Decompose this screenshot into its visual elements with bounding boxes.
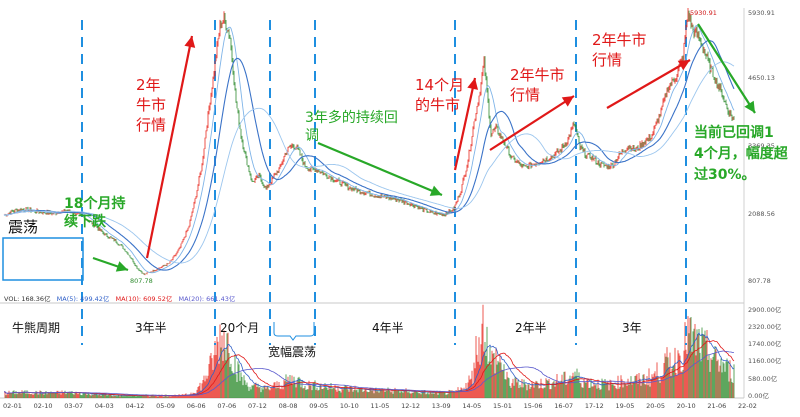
x-tick-label: 19-05 — [616, 402, 635, 410]
cycle-segment: 2年半 — [515, 321, 547, 335]
volume-tick: 580.00亿 — [748, 374, 778, 383]
cycle-segment: 3年半 — [135, 321, 167, 335]
correction-3y-label: 3年多的持续回 调 — [305, 109, 402, 144]
volume-legend-ma10: MA(10): 609.52亿 — [116, 294, 173, 303]
trend-arrow-head — [467, 78, 479, 90]
oscillation-label: 震荡 — [8, 218, 38, 236]
volume-tick: 1740.00亿 — [748, 339, 782, 348]
volume-legend-vol: VOL: 168.36亿 — [4, 294, 51, 303]
x-tick-label: 04-03 — [95, 402, 114, 410]
x-tick-label: 03-07 — [64, 402, 83, 410]
trend-arrow-head — [744, 100, 755, 113]
volume-tick: 2320.00亿 — [748, 322, 782, 331]
trough-value-label: 807.78 — [130, 277, 153, 285]
x-tick-label: 22-02 — [738, 402, 757, 410]
x-tick-label: 10-10 — [340, 402, 359, 410]
x-tick-label: 13-09 — [432, 402, 451, 410]
volume-ma-line — [4, 350, 734, 396]
price-tick: 3369.35 — [748, 142, 775, 150]
trend-arrow-line — [453, 77, 477, 171]
x-tick-label: 04-12 — [126, 402, 145, 410]
volume-ma-line — [4, 332, 735, 397]
volume-legend-ma20: MA(20): 661.43亿 — [178, 294, 235, 303]
x-axis-ticks: 02-01 02-10 03-07 04-03 04-12 05-09 06-06 07-06… — [3, 402, 757, 410]
price-ma-lines — [3, 25, 735, 274]
x-tick-label: 21-06 — [707, 402, 726, 410]
x-tick-label: 20-05 — [646, 402, 665, 410]
current-correction-label: 当前已回调1 4个月，幅度超 过30%。 — [694, 124, 793, 183]
volume-tick: 1160.00亿 — [748, 356, 782, 365]
cycle-segment: 20个月 — [220, 321, 259, 335]
bull-2y-2-label: 2年牛市 行情 — [510, 66, 569, 104]
volume-bars — [4, 304, 735, 398]
trend-arrows — [92, 23, 756, 272]
x-tick-label: 07-12 — [248, 402, 267, 410]
price-ma-line — [3, 39, 735, 271]
x-tick-label: 16-07 — [554, 402, 573, 410]
price-tick: 5930.91 — [748, 9, 775, 17]
volume-ma-lines — [4, 332, 735, 397]
trend-arrow-head — [115, 261, 128, 272]
price-tick: 4650.13 — [748, 74, 775, 82]
price-tick: 2088.56 — [748, 210, 775, 218]
volume-ma-line — [4, 340, 735, 397]
x-tick-label: 06-06 — [187, 402, 206, 410]
trend-arrow-line — [489, 95, 575, 151]
x-tick-label: 15-01 — [493, 402, 512, 410]
x-tick-label: 02-10 — [34, 402, 53, 410]
chart-text: 5930.91 4650.13 3369.35 2088.56 807.78 2… — [2, 9, 793, 410]
volume-legend: VOL: 168.36亿 MA(5): 499.42亿 MA(10): 609.… — [4, 294, 236, 303]
trend-arrow-head — [429, 185, 442, 196]
x-tick-label: 05-09 — [156, 402, 175, 410]
x-tick-label: 11-05 — [371, 402, 390, 410]
price-ma-line — [3, 25, 735, 274]
oscillation-bracket-label: 宽幅震荡 — [268, 344, 316, 359]
trend-arrow-head — [184, 36, 196, 48]
bull-14m-label: 14个月 的牛市 — [415, 76, 469, 114]
oscillation-bracket — [273, 322, 315, 341]
cycle-segment: 3年 — [622, 321, 642, 335]
trend-arrow-head — [677, 60, 690, 71]
x-tick-label: 14-05 — [462, 402, 481, 410]
trend-arrow-head — [561, 96, 574, 107]
bull-2y-3-label: 2年牛市 行情 — [592, 31, 651, 69]
bull-2y-1-label: 2年 牛市 行情 — [136, 76, 171, 134]
price-tick: 807.78 — [748, 277, 771, 285]
x-tick-label: 02-01 — [3, 402, 22, 410]
peak-value-label: 5930.91 — [690, 9, 717, 17]
price-ma-line — [3, 61, 735, 264]
decline-18m-label: 18个月持 续下跌 — [64, 195, 130, 230]
trend-arrow-line — [697, 23, 756, 114]
x-tick-label: 09-05 — [309, 402, 328, 410]
cycle-title: 牛熊周期 — [12, 320, 60, 335]
oscillation-box — [2, 237, 84, 281]
x-tick-label: 17-12 — [585, 402, 604, 410]
x-tick-label: 08-08 — [279, 402, 298, 410]
cycle-segment: 4年半 — [372, 321, 404, 335]
x-tick-label: 15-06 — [524, 402, 543, 410]
x-tick-label: 12-12 — [401, 402, 420, 410]
volume-legend-ma5: MA(5): 499.42亿 — [57, 294, 110, 303]
x-tick-label: 20-10 — [677, 402, 696, 410]
trend-arrow-line — [606, 59, 691, 109]
trend-arrow-line — [145, 35, 194, 259]
trend-arrow-line — [317, 141, 443, 197]
volume-tick: 0.00亿 — [748, 391, 769, 400]
x-tick-label: 07-06 — [217, 402, 236, 410]
volume-tick: 2900.00亿 — [748, 305, 782, 314]
